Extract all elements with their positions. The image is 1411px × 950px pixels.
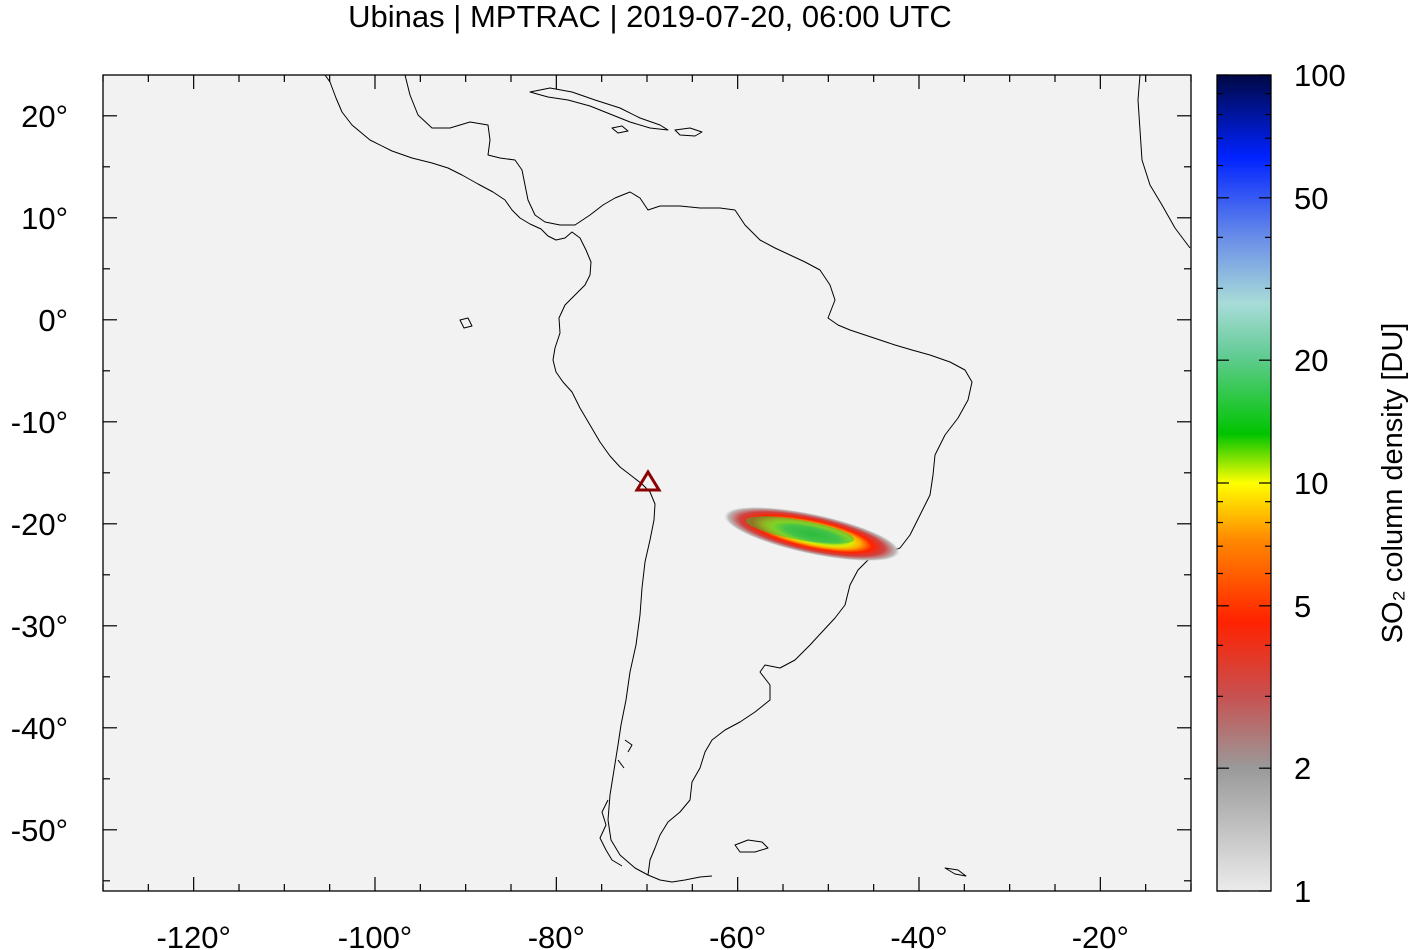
coastline-patagonia-islands (599, 739, 633, 867)
coastline-jamaica (611, 125, 629, 134)
x-tick-label: -40° (890, 920, 947, 950)
colorbar-tick-label: 20 (1294, 343, 1328, 378)
coastline-africa (1137, 75, 1191, 249)
colorbar-tick-label: 100 (1294, 58, 1346, 93)
y-tick-label: 10° (21, 201, 68, 236)
y-tick-label: -50° (11, 813, 68, 848)
colorbar-tick-label: 5 (1294, 589, 1311, 624)
x-axis: -120° -100° -80° -60° -40° -20° (102, 75, 1192, 950)
x-tick-label: -80° (528, 920, 585, 950)
y-tick-label: 0° (38, 303, 68, 338)
coastline-central-america (324, 75, 713, 883)
coastlines (324, 75, 1191, 883)
triangle-icon (634, 469, 662, 492)
x-tick-label: -120° (156, 920, 230, 950)
map-title: Ubinas | MPTRAC | 2019-07-20, 06:00 UTC (348, 0, 952, 34)
x-tick-label: -100° (338, 920, 412, 950)
colorbar-ticks: 1 2 5 10 20 50 100 (1217, 58, 1346, 909)
colorbar-tick-label: 50 (1294, 181, 1328, 216)
so2-plume (723, 506, 901, 562)
colorbar-tick-label: 1 (1294, 874, 1311, 909)
coastline-falklands (734, 839, 769, 853)
y-tick-label: 20° (21, 99, 68, 134)
plume-core (745, 516, 855, 544)
colorbar-title: SO₂ column density [DU] (1377, 323, 1409, 644)
colorbar-tick-label: 10 (1294, 466, 1328, 501)
x-tick-label: -20° (1072, 920, 1129, 950)
y-tick-label: -20° (11, 507, 68, 542)
map-background (103, 75, 1191, 891)
y-tick-label: -10° (11, 405, 68, 440)
x-tick-label: -60° (709, 920, 766, 950)
colorbar-tick-label: 2 (1294, 751, 1311, 786)
coastline-south-georgia (944, 867, 967, 877)
coastline-south-america-east (647, 209, 973, 876)
y-tick-label: -40° (11, 711, 68, 746)
y-tick-label: -30° (11, 609, 68, 644)
y-axis: 20° 10° 0° -10° -20° -30° -40° -50° (11, 99, 1191, 882)
coastline-gulf (404, 75, 736, 226)
coastline-hispaniola (674, 127, 703, 137)
coastline-galapagos (459, 317, 473, 329)
coastline-cuba (529, 87, 669, 131)
